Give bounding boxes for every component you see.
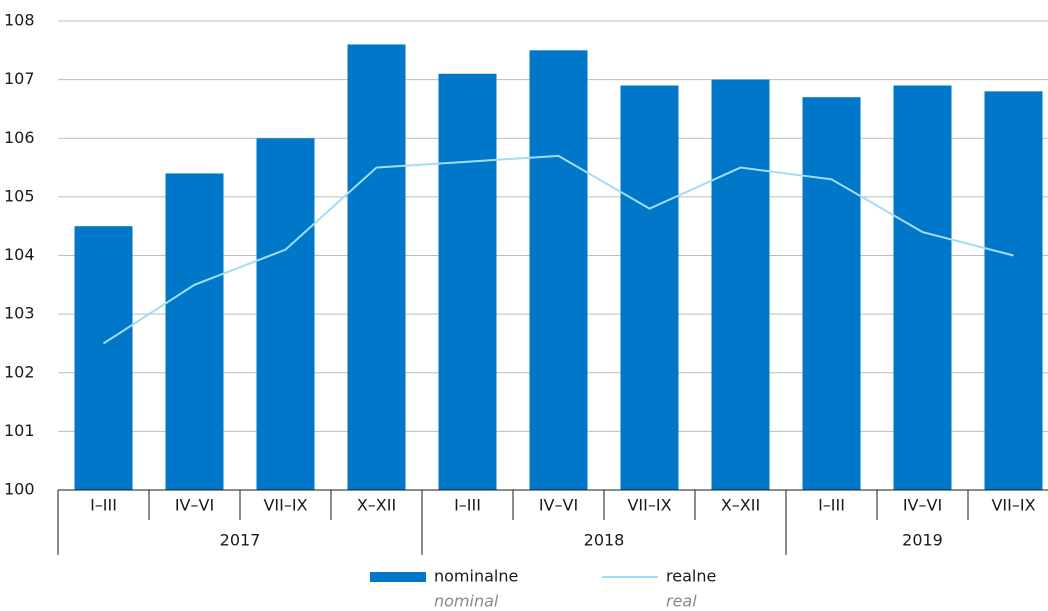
bar: [74, 226, 133, 490]
y-tick-label: 104: [4, 245, 35, 264]
x-tick-label: VII–IX: [991, 496, 1035, 515]
x-tick-label: IV–VI: [175, 496, 214, 515]
x-tick-label: X–XII: [721, 496, 760, 515]
group-label: 2017: [220, 531, 261, 550]
legend-swatch: [370, 572, 426, 582]
y-tick-label: 100: [4, 480, 35, 499]
y-tick-label: 107: [4, 69, 35, 88]
bar: [984, 91, 1043, 490]
group-label: 2018: [584, 531, 625, 550]
bar: [711, 79, 770, 490]
x-tick-label: I–III: [90, 496, 117, 515]
y-tick-label: 106: [4, 128, 35, 147]
bar: [893, 85, 952, 491]
y-tick-label: 108: [4, 11, 35, 30]
bar: [620, 85, 679, 491]
x-tick-label: IV–VI: [903, 496, 942, 515]
legend-label: realne: [666, 567, 716, 586]
bar: [438, 73, 497, 490]
y-tick-label: 102: [4, 362, 35, 381]
legend-sublabel: real: [666, 592, 697, 611]
x-tick-label: I–III: [454, 496, 481, 515]
bar: [256, 138, 315, 490]
bar: [165, 173, 224, 491]
bar: [802, 97, 861, 491]
line: [102, 154, 1014, 345]
y-tick-label: 105: [4, 186, 35, 205]
bar: [529, 50, 588, 490]
x-tick-label: IV–VI: [539, 496, 578, 515]
legend-label: nominalne: [434, 567, 518, 586]
legend-sublabel: nominal: [434, 592, 499, 611]
x-tick-label: I–III: [818, 496, 845, 515]
x-tick-label: VII–IX: [263, 496, 307, 515]
bar: [347, 44, 406, 490]
x-tick-label: X–XII: [357, 496, 396, 515]
group-label: 2019: [902, 531, 943, 550]
x-tick-label: VII–IX: [627, 496, 671, 515]
y-tick-label: 103: [4, 304, 35, 323]
y-tick-label: 101: [4, 421, 35, 440]
